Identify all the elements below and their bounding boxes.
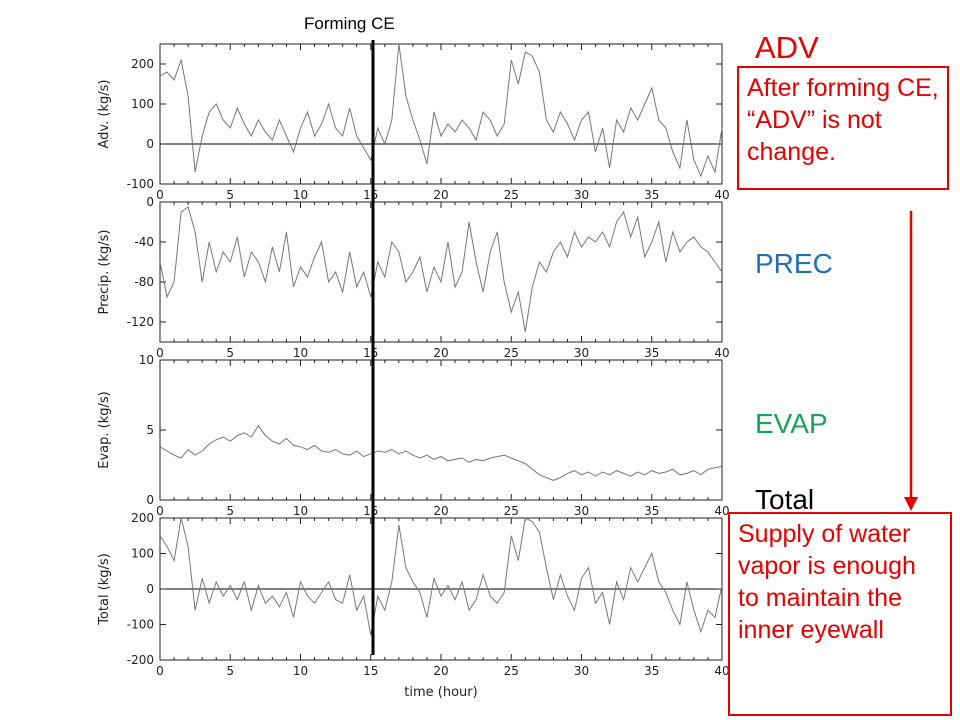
evap-x-tick-label: 20 [433, 504, 448, 518]
adv-y-tick-label: 0 [146, 137, 154, 151]
total-y-tick-label: -200 [127, 653, 154, 667]
total-x-tick-label: 0 [156, 664, 164, 678]
precip-x-tick-label: 0 [156, 346, 164, 360]
adv-y-tick-label: -100 [127, 177, 154, 191]
adv-x-tick-label: 5 [226, 188, 234, 202]
precip-x-tick-label: 35 [644, 346, 659, 360]
adv-x-tick-label: 0 [156, 188, 164, 202]
adv-x-tick-label: 20 [433, 188, 448, 202]
precip-x-tick-label: 20 [433, 346, 448, 360]
total-x-tick-label: 20 [433, 664, 448, 678]
adv-x-tick-label: 30 [574, 188, 589, 202]
total-x-tick-label: 35 [644, 664, 659, 678]
prec-label: PREC [755, 248, 833, 279]
precip-y-axis-label: Precip. (kg/s) [97, 229, 112, 314]
forming-ce-label: Forming CE [304, 14, 395, 33]
precip-x-tick-label: 30 [574, 346, 589, 360]
adv-y-tick-label: 100 [131, 97, 154, 111]
total-label: Total [755, 484, 815, 515]
precip-panel: 0 5 10 15 20 25 30 35 40 -120 -80 -40 0 Precip. (kg/s… [97, 195, 730, 360]
adv-note-box: After forming CE, “ADV” is not change. [737, 66, 949, 190]
total-x-tick-label: 15 [363, 664, 378, 678]
precip-x-tick-label: 5 [226, 346, 234, 360]
precip-y-tick-label: -40 [134, 235, 154, 249]
precip-series-line [159, 206, 723, 333]
evap-series-line [159, 424, 723, 481]
total-x-tick-label: 25 [504, 664, 519, 678]
evap-x-tick-label: 10 [293, 504, 308, 518]
precip-plot-frame [159, 201, 723, 343]
x-axis-label: time (hour) [404, 685, 477, 700]
evap-y-axis-label: Evap. (kg/s) [97, 391, 112, 468]
evap-plot-frame [159, 359, 723, 501]
evap-y-tick-label: 5 [146, 423, 154, 437]
total-y-axis-label: Total (kg/s) [97, 553, 112, 626]
down-arrow-icon [904, 211, 918, 511]
evap-x-tick-label: 30 [574, 504, 589, 518]
evap-x-tick-label: 35 [644, 504, 659, 518]
total-x-tick-label: 10 [293, 664, 308, 678]
evap-label: EVAP [755, 408, 828, 439]
total-y-tick-label: 0 [146, 582, 154, 596]
precip-x-tick-label: 15 [363, 346, 378, 360]
adv-x-tick-label: 40 [714, 188, 729, 202]
evap-panel: 0 5 10 15 20 25 30 35 40 0 5 10 Evap. (kg/s) [97, 353, 730, 518]
adv-x-tick-label: 15 [363, 188, 378, 202]
precip-x-tick-label: 25 [504, 346, 519, 360]
precip-x-tick-label: 10 [293, 346, 308, 360]
precip-y-tick-label: 0 [146, 195, 154, 209]
adv-x-tick-label: 10 [293, 188, 308, 202]
evap-x-tick-label: 15 [363, 504, 378, 518]
evap-y-tick-label: 0 [146, 493, 154, 507]
evap-x-tick-label: 25 [504, 504, 519, 518]
total-x-tick-label: 30 [574, 664, 589, 678]
adv-y-tick-label: 200 [131, 57, 154, 71]
adv-label: ADV [755, 30, 819, 65]
evap-x-tick-label: 5 [226, 504, 234, 518]
total-x-tick-label: 40 [714, 664, 729, 678]
total-series-line [159, 517, 723, 636]
precip-x-tick-label: 40 [714, 346, 729, 360]
adv-x-tick-label: 35 [644, 188, 659, 202]
evap-x-tick-label: 0 [156, 504, 164, 518]
total-x-tick-label: 5 [226, 664, 234, 678]
precip-y-tick-label: -80 [134, 275, 154, 289]
total-y-tick-label: -100 [127, 618, 154, 632]
total-panel: 0 5 10 15 20 25 30 35 40 -200 -100 0 100 200 Total (kg… [97, 511, 730, 678]
total-note-box: Supply of water vapor is enough to maint… [728, 512, 952, 716]
total-y-tick-label: 100 [131, 547, 154, 561]
adv-plot-frame [159, 43, 723, 185]
total-y-tick-label: 200 [131, 511, 154, 525]
adv-y-axis-label: Adv. (kg/s) [97, 80, 112, 149]
adv-series-line [159, 43, 723, 178]
evap-y-tick-label: 10 [139, 353, 154, 367]
evap-x-tick-label: 40 [714, 504, 729, 518]
adv-x-tick-label: 25 [504, 188, 519, 202]
precip-y-tick-label: -120 [127, 315, 154, 329]
